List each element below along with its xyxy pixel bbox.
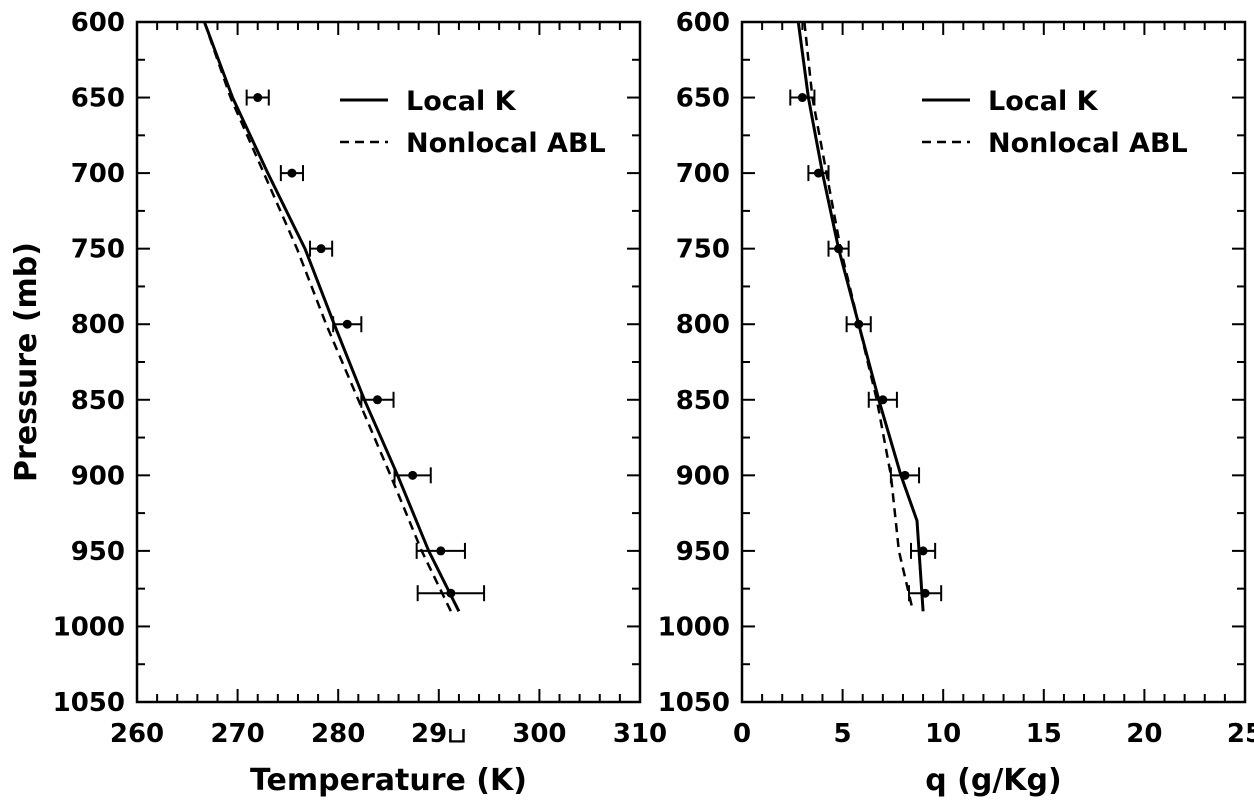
y-tick-label: 1000 [53,612,125,642]
observation-point [279,165,304,182]
observation-marker [813,168,823,178]
observation-marker [287,168,297,178]
y-axis-title: Pressure (mb) [9,242,44,482]
legend-label: Nonlocal ABL [406,128,606,159]
observation-marker [372,395,382,405]
series-line-nonlocal-abl [803,21,915,612]
observation-point [827,240,850,257]
observation-marker [436,546,446,556]
x-tick-label: 5 [834,719,852,749]
observation-marker [253,93,263,103]
observation-point [360,391,395,408]
temperature-panel: 260 270 280 29ப 300 310 600 650 700 750 800 850 900 9… [9,8,667,798]
legend: Local K Nonlocal ABL [922,86,1188,159]
observation-point [889,467,921,484]
legend: Local K Nonlocal ABL [340,86,606,159]
x-tick-label: 300 [512,719,566,749]
humidity-panel: 0 5 10 15 20 25 600 650 700 750 800 850 900 950 1000 10… [658,8,1254,798]
observation-point [845,316,872,333]
y-tick-label: 800 [71,310,125,340]
y-tick-label: 1050 [53,688,125,718]
y-tick-label: 1050 [658,688,730,718]
x-tick-label: 15 [1026,719,1062,749]
observation-marker [900,470,910,480]
observation-point [332,316,363,333]
observation-marker [834,244,844,254]
y-tick-label: 900 [71,461,125,491]
observation-point [393,467,432,484]
x-axis-title: q (g/Kg) [925,763,1062,798]
observation-point [807,165,830,182]
observation-point [245,89,270,106]
observation-point [789,89,816,106]
y-tick-label: 650 [676,84,730,114]
humidity-plot-frame [740,20,1247,704]
y-tick-label: 1000 [658,612,730,642]
observation-marker [920,588,930,598]
observation-point [910,542,937,559]
x-tick-label: 10 [925,719,961,749]
x-tick-label: 20 [1126,719,1162,749]
y-tick-label: 600 [676,8,730,38]
observation-marker [878,395,888,405]
x-tick-label: 270 [210,719,264,749]
x-tick-label: 29ப [411,719,467,749]
y-tick-label: 750 [71,235,125,265]
y-tick-label: 650 [71,84,125,114]
observation-point [416,585,486,602]
observation-marker [342,319,352,329]
observation-point [309,240,334,257]
y-tick-label: 950 [676,537,730,567]
x-axis-title: Temperature (K) [250,763,527,798]
y-tick-label: 850 [676,386,730,416]
legend-label: Local K [988,86,1099,117]
observation-marker [446,588,456,598]
y-tick-label: 600 [71,8,125,38]
observation-marker [854,319,864,329]
x-tick-label: 310 [613,719,667,749]
y-tick-label: 800 [676,310,730,340]
series-line-local-k [796,21,925,612]
series-line-nonlocal-abl [203,21,453,612]
legend-label: Local K [406,86,517,117]
y-tick-label: 700 [676,159,730,189]
x-tick-label: 280 [311,719,365,749]
temperature-plot-frame [135,20,642,704]
observation-marker [797,93,807,103]
y-tick-label: 700 [71,159,125,189]
x-tick-label: 0 [733,719,751,749]
observation-marker [408,470,418,480]
legend-label: Nonlocal ABL [988,128,1188,159]
observation-point [867,391,898,408]
observation-marker [316,244,326,254]
y-tick-label: 950 [71,537,125,567]
x-tick-label: 25 [1227,719,1254,749]
y-tick-label: 900 [676,461,730,491]
y-tick-label: 850 [71,386,125,416]
observation-point [907,585,943,602]
x-tick-label: 260 [110,719,164,749]
y-tick-label: 750 [676,235,730,265]
observation-point [415,542,466,559]
observation-marker [918,546,928,556]
